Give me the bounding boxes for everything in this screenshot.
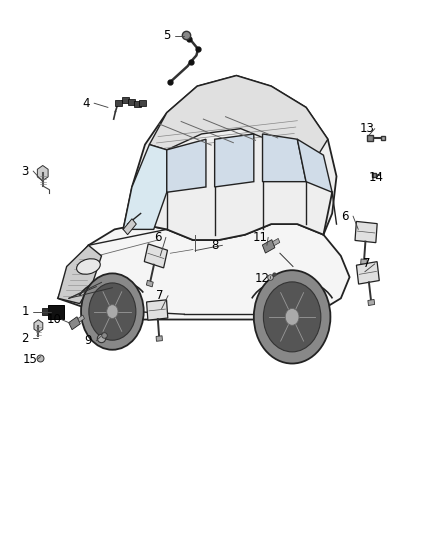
Text: 14: 14 [369,171,384,184]
Polygon shape [58,245,102,304]
Text: 7: 7 [156,289,164,302]
Text: 6: 6 [154,231,162,244]
Polygon shape [34,320,43,332]
Polygon shape [123,144,167,229]
Text: 1: 1 [21,305,29,318]
Text: 13: 13 [360,122,374,135]
Polygon shape [139,100,146,107]
Polygon shape [78,315,85,322]
Polygon shape [134,101,141,108]
Polygon shape [48,304,64,319]
Polygon shape [115,100,121,107]
Polygon shape [122,97,129,103]
Polygon shape [146,280,153,287]
Polygon shape [357,262,379,284]
Polygon shape [123,219,136,235]
Text: 5: 5 [163,29,170,42]
Circle shape [81,273,144,350]
Circle shape [107,305,118,318]
Text: 12: 12 [255,272,270,285]
Text: 9: 9 [85,334,92,347]
Polygon shape [147,300,168,320]
Polygon shape [360,259,367,265]
Polygon shape [156,336,162,341]
Polygon shape [58,224,350,319]
Polygon shape [262,240,275,253]
Text: 3: 3 [21,165,29,177]
Text: 10: 10 [46,313,61,326]
Polygon shape [215,134,254,187]
Text: 7: 7 [363,257,371,270]
Circle shape [89,283,136,340]
Polygon shape [149,76,328,160]
Text: 15: 15 [22,353,37,366]
Text: 2: 2 [21,332,29,344]
Text: 11: 11 [253,231,268,244]
Polygon shape [42,308,48,315]
Text: 8: 8 [211,239,218,252]
Text: 4: 4 [82,96,90,110]
Polygon shape [355,221,377,243]
Polygon shape [69,317,80,330]
Polygon shape [144,244,167,268]
Polygon shape [123,76,336,240]
Polygon shape [167,139,206,192]
Circle shape [263,282,321,352]
Text: 6: 6 [342,209,349,223]
Polygon shape [127,99,134,106]
Circle shape [285,309,299,325]
Polygon shape [262,134,306,182]
Polygon shape [297,139,332,192]
Polygon shape [272,238,280,246]
Polygon shape [37,165,48,181]
Ellipse shape [77,259,100,274]
Circle shape [254,270,330,364]
Polygon shape [368,300,374,305]
